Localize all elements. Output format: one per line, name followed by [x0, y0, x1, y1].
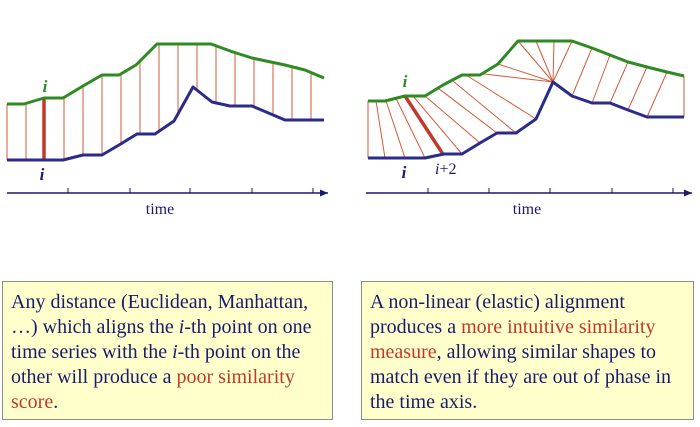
alignment-line [552, 40, 555, 83]
alignment-line [451, 79, 517, 134]
left-caption-highlight: poor similarity score [11, 366, 295, 413]
left-alignment-lines [6, 44, 312, 160]
right-axis-label: time [513, 201, 541, 218]
right-caption-highlight: more intuitive similarity measure [370, 316, 656, 363]
right-top-series [368, 39, 685, 103]
alignment-line [552, 40, 573, 83]
left-caption-text-4: . [53, 391, 59, 413]
left-caption-box: Any distance (Euclidean, Manhattan, …) w… [2, 281, 333, 420]
right-panel: i i i+2 time [366, 39, 692, 218]
right-caption-text-1: A non-linear (elastic) alignment produce… [370, 291, 625, 338]
alignment-line [481, 73, 554, 83]
right-label-i-plus-2: i+2 [435, 161, 456, 178]
left-caption-text-3: -th point on the other will produce a [11, 341, 301, 388]
alignment-line [385, 100, 406, 159]
right-time-axis [366, 188, 692, 197]
left-bottom-series [7, 85, 324, 162]
left-caption-i-2: i [172, 341, 178, 363]
right-alignment-lines [367, 40, 685, 159]
alignment-line [571, 47, 593, 97]
axis-arrowhead [684, 189, 692, 197]
alignment-line [395, 98, 426, 159]
left-time-axis [7, 188, 328, 197]
alignment-line [424, 95, 481, 144]
right-highlight-alignment-line [403, 95, 445, 156]
alignment-line [646, 71, 668, 118]
left-caption-text-1: Any distance (Euclidean, Manhattan, …) w… [11, 291, 309, 338]
left-panel: i i time [6, 42, 328, 218]
left-caption-i-1: i [178, 316, 185, 338]
diagrams-canvas: i i time i i i+2 time [6, 39, 692, 218]
right-bottom-series [368, 80, 684, 160]
left-label-top-i: i [43, 77, 48, 96]
right-label-top-i: i [403, 72, 408, 91]
alignment-line [535, 40, 554, 83]
right-label-i-plus-2-i: i [435, 161, 439, 178]
alignment-line [375, 100, 386, 159]
alignment-line [465, 74, 537, 120]
left-top-series [7, 42, 325, 106]
axis-arrowhead [320, 189, 328, 197]
alignment-line [412, 95, 463, 155]
alignment-line [609, 61, 629, 104]
right-label-bottom-i: i [402, 163, 407, 182]
right-label-i-plus-2-offset: +2 [439, 161, 456, 178]
alignment-line [517, 40, 554, 83]
right-caption-text-2: , allowing similar shapes to match even … [370, 341, 671, 413]
alignment-line [627, 66, 648, 111]
alignment-line [591, 54, 611, 104]
left-caption-text-2: -th point on one time series with the [11, 316, 312, 363]
left-axis-label: time [146, 201, 174, 218]
right-caption-box: A non-linear (elastic) alignment produce… [361, 281, 694, 420]
alignment-line [437, 87, 498, 134]
alignment-line [497, 63, 554, 83]
left-label-bottom-i: i [40, 165, 45, 184]
